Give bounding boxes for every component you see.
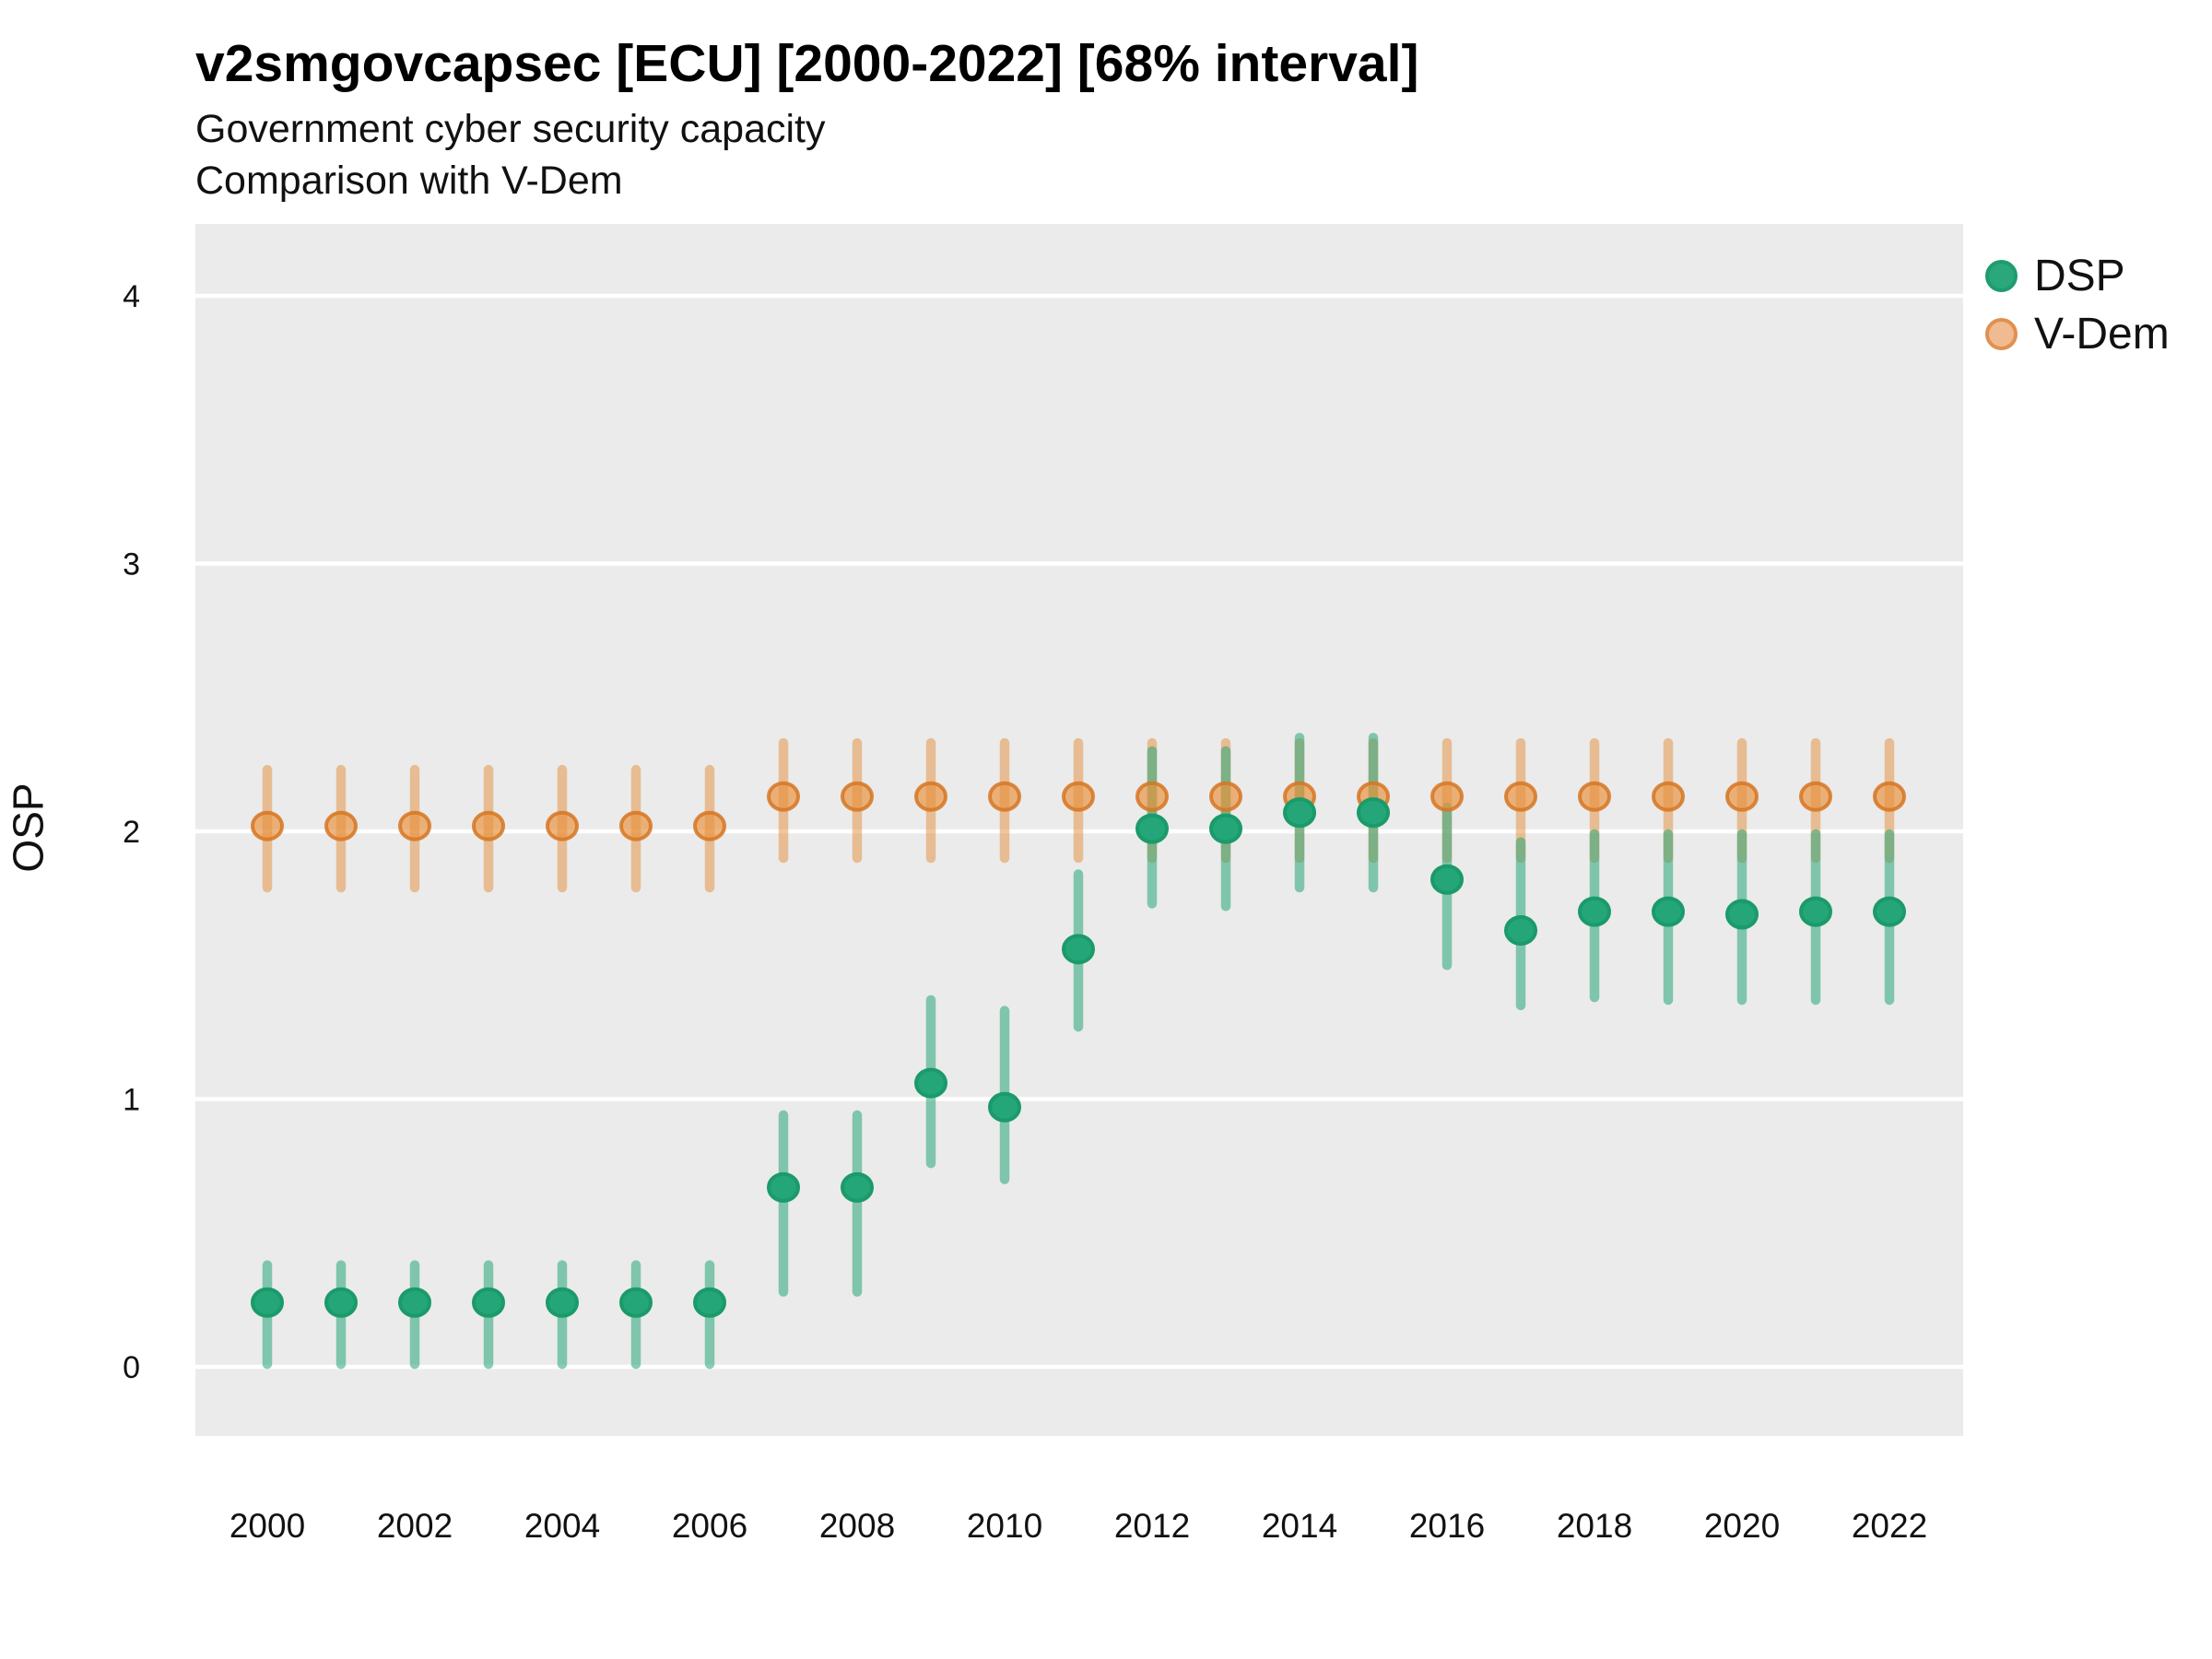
vdem-legend-label: V-Dem [2034, 310, 2170, 359]
dsp-legend-label: DSP [2034, 252, 2125, 300]
y-tick-label-1: 1 [123, 1083, 140, 1118]
x-tick-label-2018: 2018 [1557, 1507, 1632, 1545]
x-tick-label-2020: 2020 [1704, 1507, 1780, 1545]
dsp-point-2020 [1725, 899, 1759, 930]
vdem-point-2016 [1430, 781, 1464, 812]
vdem-legend-dot-icon [1985, 318, 2018, 350]
y-axis-title: OSP [4, 782, 53, 873]
dsp-point-2017 [1504, 914, 1537, 946]
dsp-point-2012 [1135, 813, 1169, 844]
x-tick-label-2010: 2010 [967, 1507, 1042, 1545]
y-tick-label-4: 4 [123, 279, 140, 314]
dsp-point-2000 [251, 1287, 284, 1318]
vdem-point-2022 [1873, 781, 1906, 812]
dsp-point-2013 [1209, 813, 1242, 844]
dsp-point-2022 [1873, 896, 1906, 927]
vdem-point-2002 [398, 810, 431, 841]
x-tick-label-2000: 2000 [229, 1507, 305, 1545]
dsp-point-2011 [1062, 934, 1095, 965]
vdem-point-2004 [546, 810, 579, 841]
dsp-point-2004 [546, 1287, 579, 1318]
vdem-point-2005 [619, 810, 653, 841]
legend-item-dsp: DSP [1985, 247, 2170, 305]
vdem-point-2017 [1504, 781, 1537, 812]
x-tick-label-2012: 2012 [1114, 1507, 1190, 1545]
dsp-point-2018 [1578, 896, 1611, 927]
x-tick-label-2014: 2014 [1262, 1507, 1337, 1545]
y-tick-label-2: 2 [123, 815, 140, 850]
dsp-point-2021 [1799, 896, 1832, 927]
x-tick-label-2004: 2004 [524, 1507, 600, 1545]
dsp-point-2008 [841, 1171, 874, 1203]
y-tick-label-3: 3 [123, 547, 140, 582]
vdem-point-2009 [914, 781, 947, 812]
vdem-point-2020 [1725, 781, 1759, 812]
y-tick-label-0: 0 [123, 1350, 140, 1385]
dsp-point-2001 [324, 1287, 358, 1318]
vdem-point-2008 [841, 781, 874, 812]
vdem-point-2021 [1799, 781, 1832, 812]
vdem-point-2010 [988, 781, 1021, 812]
legend-item-vdem: V-Dem [1985, 305, 2170, 363]
dsp-point-2007 [767, 1171, 800, 1203]
vdem-point-2018 [1578, 781, 1611, 812]
x-tick-label-2002: 2002 [377, 1507, 453, 1545]
dsp-point-2009 [914, 1067, 947, 1099]
chart-subtitle-line2: Comparison with V-Dem [195, 159, 623, 203]
dsp-point-2016 [1430, 864, 1464, 895]
vdem-point-2006 [693, 810, 726, 841]
dsp-legend-dot-icon [1985, 260, 2018, 292]
vdem-point-2007 [767, 781, 800, 812]
legend: DSP V-Dem [1985, 247, 2170, 363]
dsp-point-2014 [1283, 797, 1316, 829]
dsp-point-2010 [988, 1091, 1021, 1123]
vdem-point-2003 [472, 810, 505, 841]
chart-subtitle-line1: Government cyber security capacity [195, 107, 826, 151]
x-tick-label-2006: 2006 [672, 1507, 747, 1545]
chart-title: v2smgovcapsec [ECU] [2000-2022] [68% int… [195, 34, 1419, 93]
dsp-point-2005 [619, 1287, 653, 1318]
x-tick-label-2016: 2016 [1409, 1507, 1485, 1545]
dsp-point-2015 [1357, 797, 1390, 829]
vdem-point-2000 [251, 810, 284, 841]
x-tick-label-2008: 2008 [819, 1507, 895, 1545]
vdem-point-2013 [1209, 781, 1242, 812]
vdem-point-2019 [1652, 781, 1685, 812]
dsp-point-2019 [1652, 896, 1685, 927]
vdem-point-2012 [1135, 781, 1169, 812]
dsp-point-2006 [693, 1287, 726, 1318]
vdem-point-2011 [1062, 781, 1095, 812]
x-tick-label-2022: 2022 [1852, 1507, 1927, 1545]
dsp-point-2002 [398, 1287, 431, 1318]
vdem-point-2001 [324, 810, 358, 841]
dsp-point-2003 [472, 1287, 505, 1318]
